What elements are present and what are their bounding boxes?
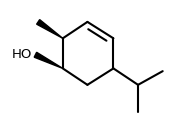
Text: HO: HO [12,48,32,61]
Polygon shape [37,20,63,38]
Polygon shape [34,52,63,68]
